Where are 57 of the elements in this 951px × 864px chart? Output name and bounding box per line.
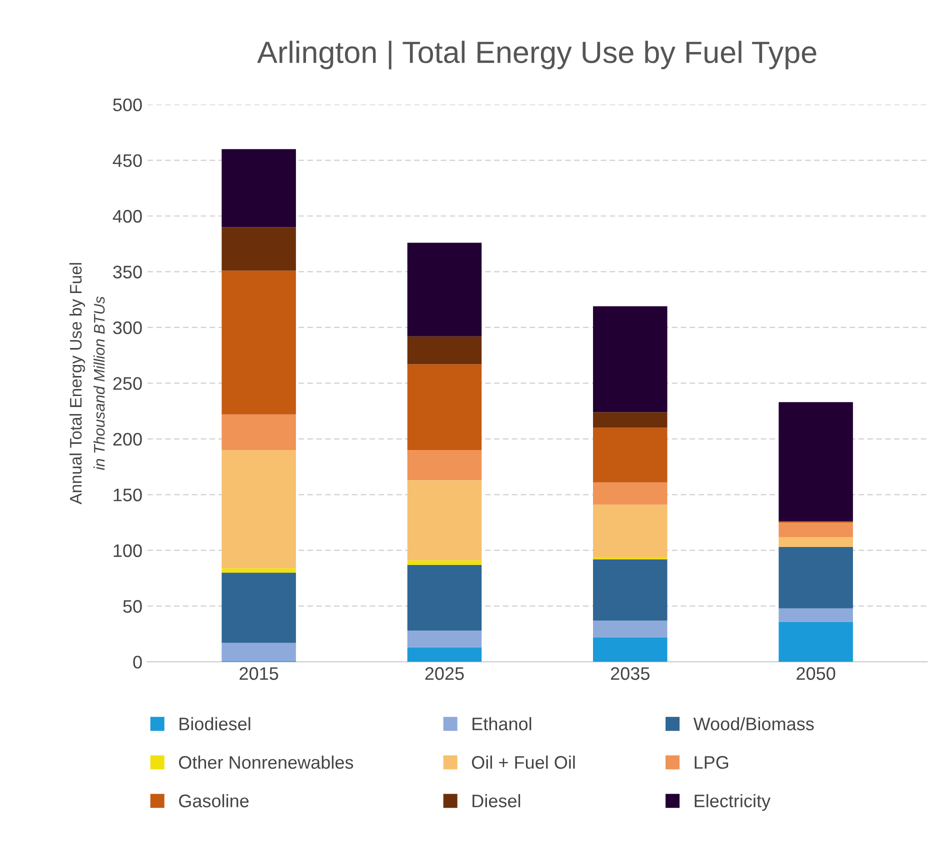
bar [407,450,482,480]
y-tick-label: 100 [114,544,142,558]
bar [593,620,668,638]
bar [778,622,853,662]
legend-label: Wood/Biomass [693,717,814,730]
x-tick-label: 2050 [796,667,836,680]
bar [222,414,296,450]
bar [222,450,296,568]
x-tick-label: 2015 [240,667,278,680]
legend-label: LPG [694,756,728,769]
legend-label: Biodiesel [180,717,250,730]
x-tick-label: 2025 [425,667,464,680]
y-tick-label: 350 [113,266,142,278]
y-tick-label: 150 [114,488,142,502]
bar [407,630,482,648]
bar [778,536,853,548]
bar [593,428,668,482]
bar [222,568,296,573]
legend-label: Ethanol [472,717,532,730]
legend-label: Electricity [694,794,771,811]
y-axis-title: Annual Total Energy Use by Fuel in Thousand Million BTUs [69,263,105,504]
legend-label: Gasoline [179,794,249,808]
y-tick-label: 200 [113,432,142,446]
bar [222,642,296,661]
bar [778,402,853,522]
bar [407,564,482,631]
bar [222,270,296,414]
y-tick-label: 500 [113,98,142,112]
legend-label: Other Nonrenewables [178,756,354,769]
bar [407,647,482,662]
bar [407,560,482,565]
y-tick-label: 250 [113,377,142,390]
bar [593,412,668,428]
bar [593,559,668,621]
bar [593,306,668,412]
bar [778,547,853,608]
bar [222,227,296,271]
y-tick-label: 450 [112,154,142,167]
y-tick-label: 50 [123,600,142,613]
legend-label: Diesel [472,794,520,808]
bar [407,336,482,364]
bar [222,149,296,228]
bar [407,364,482,450]
bar [407,480,482,560]
y-tick-label: 400 [112,210,142,223]
bar [778,522,853,537]
legend-label: Oil + Fuel Oil [472,756,575,769]
bar [778,608,853,622]
bar [407,242,482,336]
bar [593,482,668,505]
bar [593,637,668,662]
bar [222,572,296,643]
y-tick-label: 0 [133,656,142,669]
x-tick-label: 2035 [610,667,650,680]
y-tick-label: 300 [113,321,142,334]
chart-title: Arlington | Total Energy Use by Fuel Type [257,40,816,70]
bar [593,504,668,558]
